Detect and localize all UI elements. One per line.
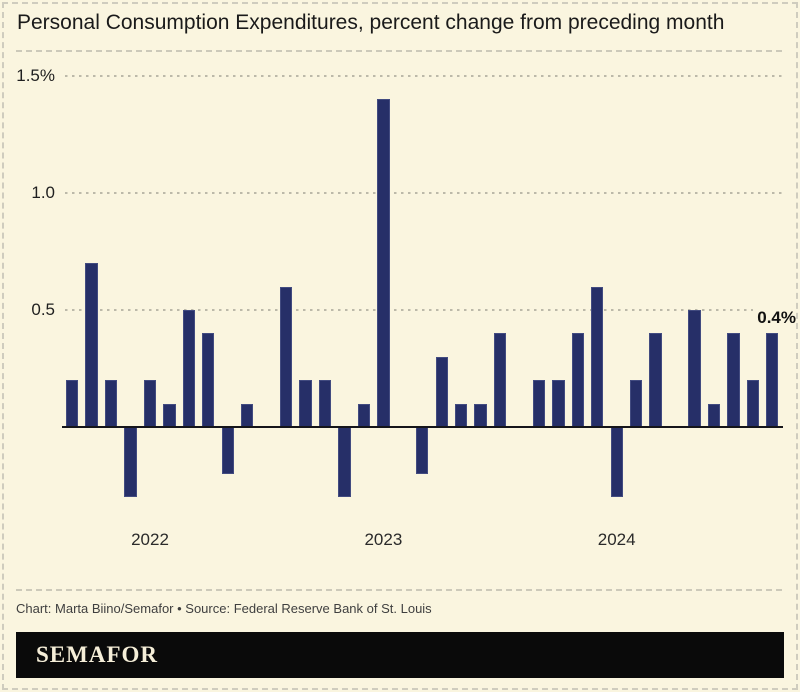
- bar: [338, 427, 351, 498]
- bar: [707, 403, 721, 427]
- bar: [143, 380, 157, 427]
- bar: [202, 333, 215, 427]
- bar: [532, 380, 546, 427]
- bar: [552, 380, 565, 427]
- bar: [318, 380, 332, 427]
- bar: [377, 99, 390, 427]
- bar: [493, 333, 507, 427]
- semafor-logo-bar: SEMAFOR: [16, 632, 784, 678]
- bar: [746, 380, 759, 427]
- bar: [688, 310, 701, 427]
- x-axis-year-label: 2023: [364, 530, 403, 549]
- bar: [630, 380, 643, 427]
- bar: [85, 263, 98, 427]
- bar: [182, 310, 196, 427]
- bar: [221, 427, 234, 474]
- bar: [435, 356, 448, 427]
- bar: [766, 333, 779, 427]
- bar: [124, 427, 137, 498]
- semafor-logo: SEMAFOR: [36, 642, 158, 667]
- bar: [474, 403, 487, 427]
- gridline: [65, 309, 783, 311]
- x-axis-year-label: 2024: [597, 530, 636, 549]
- last-value-annotation: 0.4%: [753, 308, 796, 328]
- footer-separator: [16, 589, 784, 591]
- bar: [571, 333, 584, 427]
- bar: [163, 403, 176, 427]
- bar: [649, 333, 662, 427]
- bar: [610, 427, 623, 498]
- bar: [241, 403, 254, 427]
- bar: [727, 333, 740, 427]
- gridline: [65, 192, 783, 194]
- x-axis-baseline: [62, 426, 783, 428]
- bar: [279, 286, 293, 427]
- y-axis-tick-label: 1.5%: [16, 66, 55, 85]
- y-axis-tick-label: 1.0: [31, 183, 55, 202]
- title-separator: [16, 50, 784, 52]
- chart-title: Personal Consumption Expenditures, perce…: [17, 11, 725, 34]
- gridline: [65, 75, 783, 77]
- y-axis-tick-label: 0.5: [31, 300, 55, 319]
- bar: [591, 286, 604, 427]
- bar: [357, 403, 371, 427]
- bar: [454, 403, 468, 427]
- credit-line: Chart: Marta Biino/Semafor • Source: Fed…: [16, 601, 432, 616]
- bar: [299, 380, 312, 427]
- bar: [416, 427, 429, 474]
- bar: [104, 380, 118, 427]
- x-axis-year-label: 2022: [131, 530, 169, 549]
- bar: [66, 380, 79, 427]
